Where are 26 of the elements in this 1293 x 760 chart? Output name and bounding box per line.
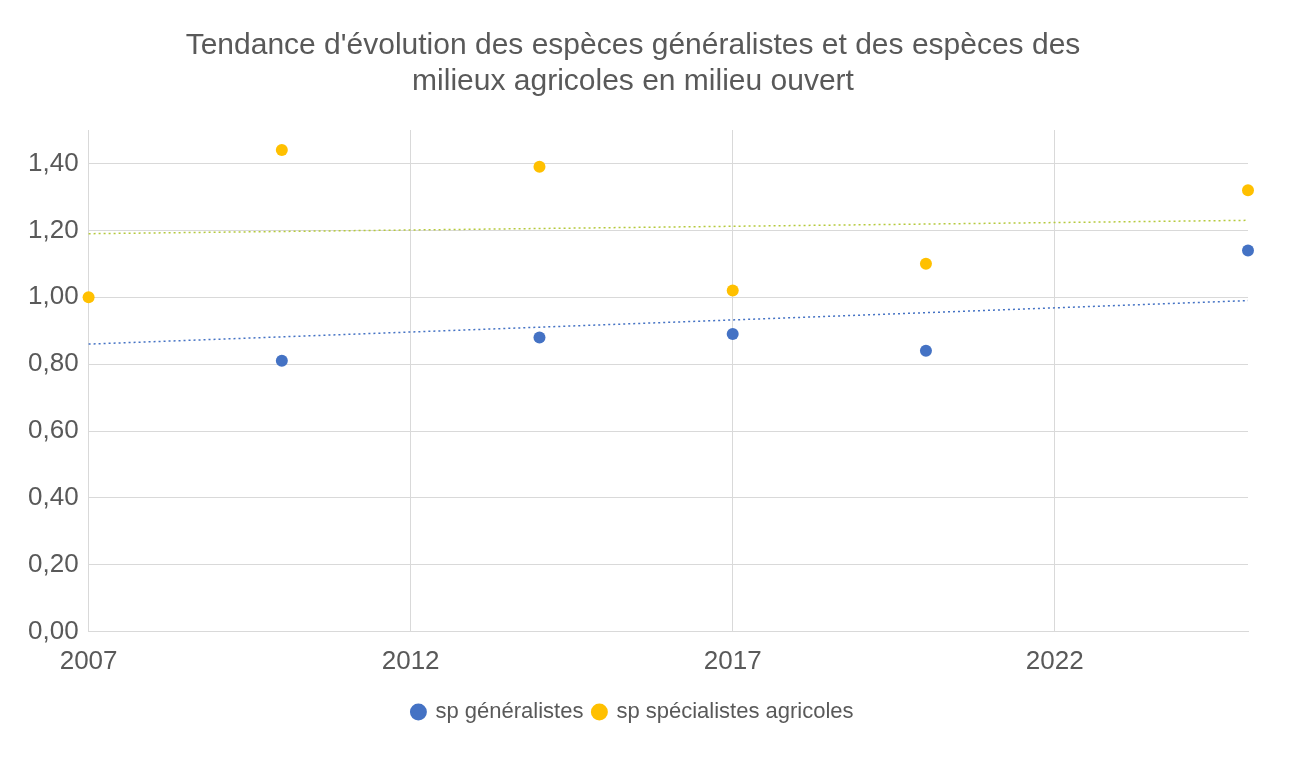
point (726, 284, 739, 297)
legend-label: sp spécialistes agricoles (616, 698, 854, 724)
chart-title: Tendance d'évolution des espèces généralistes et des espèces des milieux agricoles en milieu ouvert (185, 27, 1081, 97)
x-tick-label: 2022 (1025, 644, 1084, 675)
point (533, 331, 546, 344)
point (1242, 244, 1254, 257)
y-tick-label: 0,40 (27, 481, 79, 512)
x-tick-label: 2007 (59, 644, 118, 675)
y-tick-label: 1,00 (27, 280, 79, 311)
y-tick-label: 1,20 (27, 213, 79, 244)
point (919, 344, 932, 357)
point (275, 144, 288, 157)
point (919, 257, 932, 270)
y-tick-label: 0,00 (27, 614, 79, 645)
point (533, 160, 546, 173)
y-tick-label: 0,20 (27, 548, 79, 579)
point (1242, 184, 1254, 197)
y-tick-label: 0,60 (27, 414, 79, 445)
point (82, 291, 95, 304)
point (275, 354, 288, 367)
y-tick-label: 0,80 (27, 347, 79, 378)
x-tick-label: 2012 (381, 644, 440, 675)
legend-label: sp généralistes (435, 698, 584, 724)
x-tick-label: 2017 (703, 644, 762, 675)
y-tick-label: 1,40 (27, 146, 79, 177)
point (726, 328, 739, 341)
